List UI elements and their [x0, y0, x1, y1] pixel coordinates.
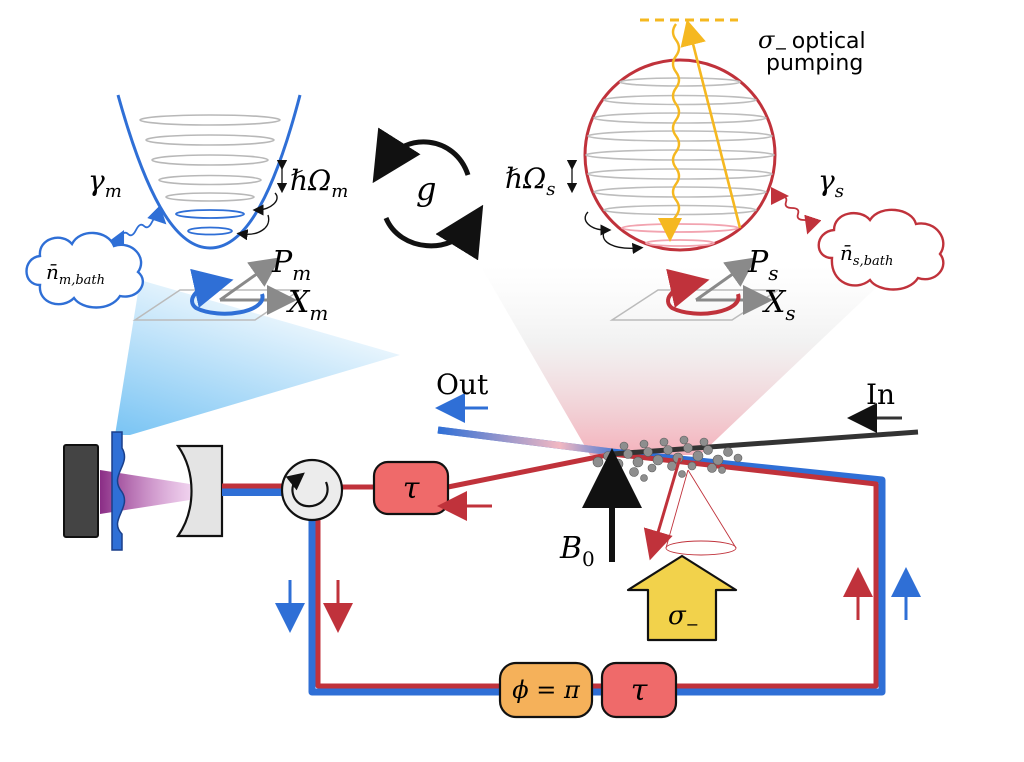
sigma-minus-label: σ−: [668, 601, 699, 634]
out-label: Out: [436, 368, 489, 401]
bath-coupling-wave-m: [107, 205, 167, 251]
X-s-label: Xs: [762, 285, 796, 325]
delay-box-1: τ: [372, 460, 450, 516]
scattered-beam: [643, 457, 682, 561]
n-s-bath-label: n̄s,bath: [840, 241, 893, 269]
mechanical-phase-space: [132, 257, 303, 321]
thermal-bath-cloud-s: [817, 208, 945, 291]
n-m-bath-label: n̄m,bath: [46, 260, 105, 288]
optical-pumping-label-line1: σ− optical: [758, 26, 866, 58]
pump-arrow: [680, 19, 742, 229]
in-label: In: [866, 378, 895, 411]
X-m-label: Xm: [286, 285, 328, 325]
decay-arrow-s2: [602, 231, 644, 255]
atomic-ensemble: [592, 435, 743, 482]
coupling-arrow-bottom: [383, 204, 484, 261]
delay-label-1: τ: [403, 471, 420, 506]
B0-label: B0: [559, 531, 595, 571]
hbar-omega-s-label: ℏΩs: [505, 162, 556, 200]
gamma-s-label: γs: [818, 164, 844, 202]
P-m-label: Pm: [271, 245, 311, 285]
spin-sphere: [583, 58, 777, 252]
membrane: [111, 431, 126, 551]
decay-arrow-m1: [252, 192, 278, 216]
decay-arrow-s1: [584, 211, 612, 236]
phase-label: ϕ = π: [512, 676, 581, 704]
optical-pumping-label-line2: pumping: [766, 51, 863, 76]
detection-cone-base: [665, 540, 737, 556]
coupling-arrow-top: [372, 127, 471, 184]
delay-box-2: τ: [600, 661, 678, 719]
P-s-label: Ps: [747, 245, 778, 285]
mirror-block: [63, 444, 99, 538]
mechanical-potential: [116, 94, 302, 250]
spin-phase-space: [609, 257, 781, 321]
cavity-mirror: [175, 444, 224, 538]
input-beam: [611, 429, 919, 457]
bath-coupling-wave-s: [770, 186, 822, 235]
gamma-m-label: γm: [88, 164, 122, 202]
optical-circulator: [280, 458, 344, 522]
coupling-g-label: g: [416, 170, 436, 208]
detection-cone: [665, 469, 737, 549]
emission-wave: [658, 23, 683, 242]
thermal-bath-cloud-m: [25, 231, 144, 309]
spin-zoom-cone: [480, 265, 900, 455]
hbar-omega-m-label: ℏΩm: [290, 164, 348, 202]
delay-label-2: τ: [631, 673, 648, 708]
sigma-minus-pump: σ−: [626, 554, 738, 642]
phase-shift-box: ϕ = π: [498, 661, 594, 719]
mechanical-zoom-cone: [115, 280, 400, 435]
decay-arrow-m2: [236, 214, 270, 241]
